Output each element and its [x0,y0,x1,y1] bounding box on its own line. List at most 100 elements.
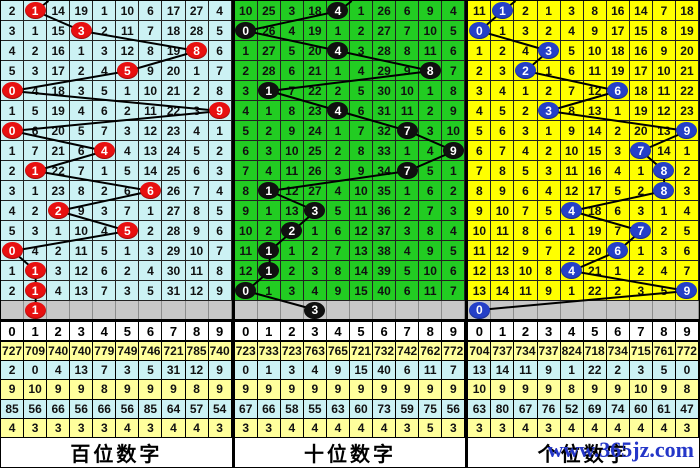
stat-cell: 4 [630,418,653,437]
digit-header-cell: 1 [24,322,48,340]
trend-cell [258,301,281,319]
trend-cell: 9 [537,281,561,301]
trend-cell: 7 [491,141,515,161]
trend-cell: 2 [537,141,561,161]
trend-cell: 2 [185,81,209,101]
stat-cell: 56 [70,399,94,418]
trend-cell: 28 [257,61,281,81]
trend-cell: 3 [234,81,258,101]
drawn-digit-circle: 2 [47,202,69,219]
stat-cell: 3 [258,418,281,437]
trend-row: 1 7 21 6 4 4 13 24 5 2 [1,141,232,161]
trend-cell: 3 [280,281,304,301]
panel-label-hundreds: 百位数字 [70,444,163,466]
stat-cell: 9 [584,380,607,399]
trend-cell: 11 [514,281,538,301]
trend-cell: 7 [652,1,676,21]
stats-row: 727 709 740 740 779 749 746 721 785 740 [1,342,232,362]
stat-cell: 55 [304,399,327,418]
trend-cell: 1 [326,121,350,141]
trend-cell: 5 [350,81,374,101]
trend-cell: 3 [560,1,584,21]
trend-cell: 1 [116,241,140,261]
trend-cell: 8 [537,261,561,281]
drawn-digit-circle: 1 [491,2,513,19]
trend-cell: 3 [303,261,327,281]
stat-cell: 4 [373,418,397,437]
trend-cell: 11 [468,241,492,261]
drawn-digit-circle: 3 [304,202,326,219]
trend-cell: 11 [116,21,140,41]
digit-header-cell: 1 [491,322,515,340]
stat-cell: 59 [396,399,420,418]
trend-cell: 9 [491,181,515,201]
trend-cell: 6 [396,1,420,21]
trend-cell: 2 [24,41,48,61]
trend-cell: 11 [234,241,258,261]
digit-header-cell: 9 [209,322,232,340]
trend-cell: 34 [373,161,397,181]
trend-cell: 1 [93,161,117,181]
trend-cell: 7 [24,141,48,161]
stat-cell: 13 [468,361,492,380]
stat-cell: 66 [258,399,281,418]
trend-cell: 8 [583,1,607,21]
stat-cell: 3 [676,418,700,437]
trend-cell: 8 [208,261,232,281]
trend-cell: 10 [419,21,443,41]
trend-cell: 4 [93,61,117,81]
trend-cell: 0 [1,121,25,141]
stat-cell: 85 [139,399,163,418]
trend-cell: 6 [139,1,163,21]
pending-row: 1 [1,301,232,319]
stat-cell: 3 [47,418,71,437]
trend-cell: 12 [280,181,304,201]
trend-cell: 19 [629,101,653,121]
stat-cell: 56 [24,399,48,418]
trend-cell: 6 [234,141,258,161]
trend-cell: 1 [396,141,420,161]
trend-cell: 2 [116,101,140,121]
trend-cell: 16 [583,161,607,181]
trend-cell: 19 [47,101,71,121]
digit-header-cell: 4 [327,322,350,340]
trend-cell: 7 [629,141,653,161]
trend-cell: 30 [373,81,397,101]
drawn-digit-circle: 2 [281,222,303,239]
trend-cell: 1 [419,81,443,101]
trend-cell: 4 [514,141,538,161]
drawn-digit-circle: 4 [327,42,349,59]
trend-cell: 3 [514,121,538,141]
trend-cell: 3 [442,201,466,221]
stat-cell: 9 [209,380,232,399]
trend-cell: 3 [491,61,515,81]
digit-header-cell: 5 [584,322,607,340]
digit-header-cell: 3 [304,322,327,340]
trend-cell [653,301,676,319]
trend-cell: 18 [162,21,186,41]
trend-cell: 10 [234,221,258,241]
trend-cell: 2 [139,221,163,241]
trend-cell: 8 [185,201,209,221]
trend-cell: 4 [234,101,258,121]
drawn-digit-circle: 4 [327,2,349,19]
trend-cell: 8 [280,101,304,121]
stat-cell: 4 [47,361,71,380]
trend-cell [162,301,186,319]
trend-cell: 2 [468,61,492,81]
trend-cell: 5 [491,101,515,121]
trend-cell: 21 [162,81,186,101]
trend-cell: 6 [514,181,538,201]
stat-cell: 733 [258,342,281,361]
trend-cell: 1 [606,101,630,121]
trend-cell: 2 [675,161,700,181]
trend-cell: 2 [606,121,630,141]
trend-cell: 5 [442,241,466,261]
trend-cell: 7 [70,161,94,181]
trend-cell: 2 [1,1,25,21]
stat-cell: 76 [538,399,561,418]
trend-cell: 1 [93,1,117,21]
trend-row: 11 12 9 7 2 20 6 1 3 6 [468,241,700,261]
